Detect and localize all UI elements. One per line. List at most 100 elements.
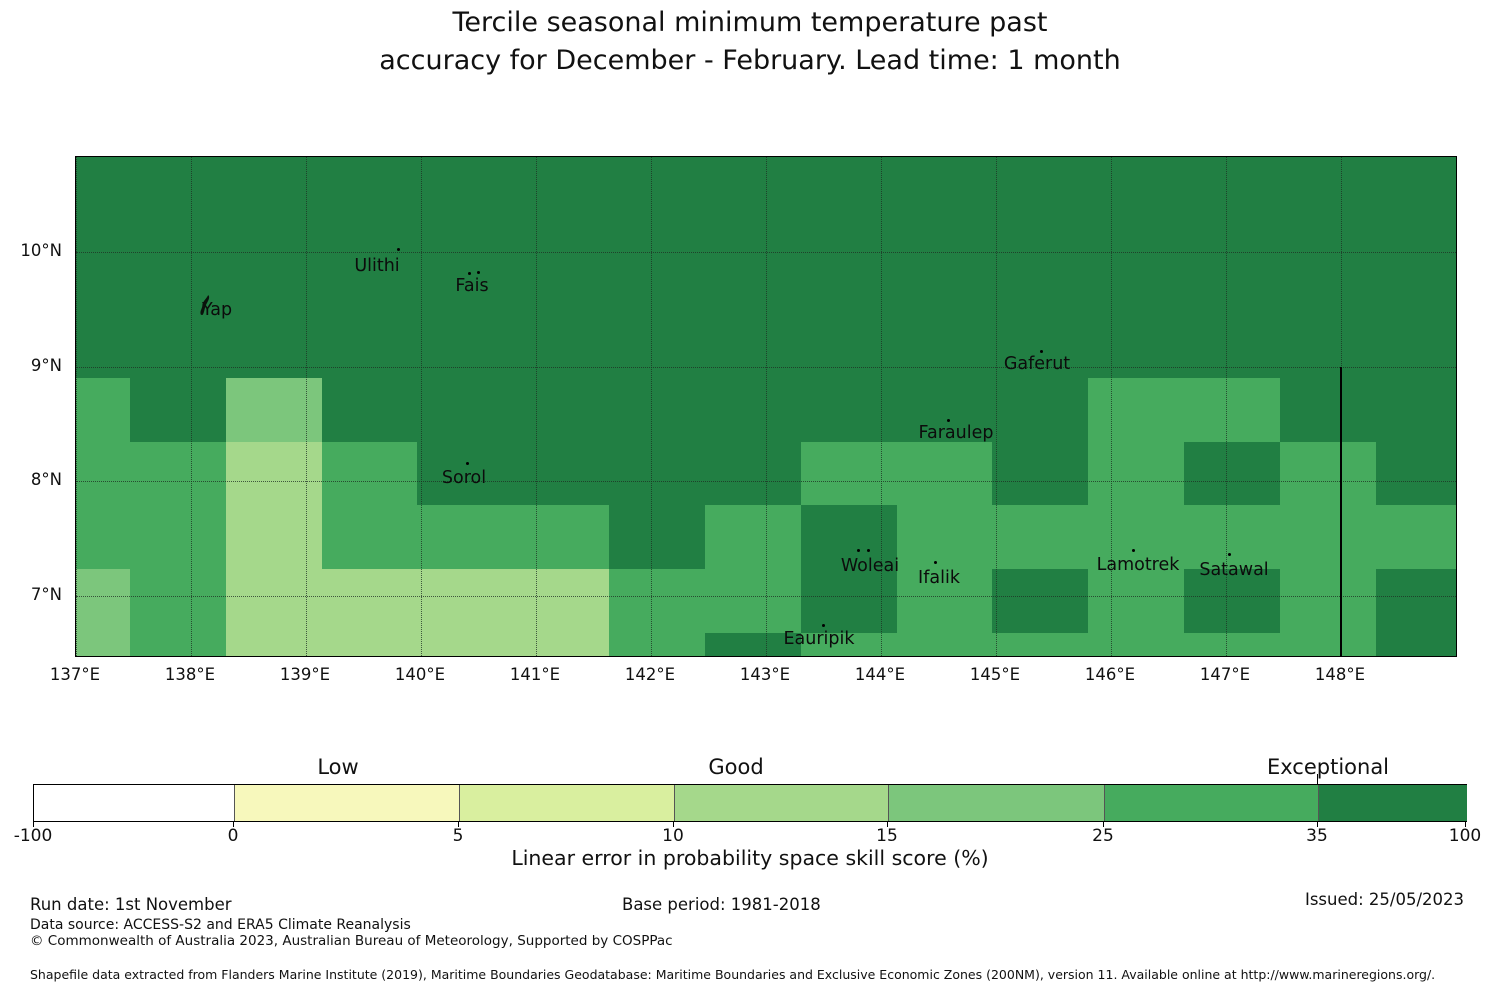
colorbar-tick-label: 100 [1448,826,1482,846]
place-label-lamotrek: Lamotrek [1096,555,1180,575]
grid-cell [513,378,609,442]
grid-cell [992,314,1089,379]
grid-cell [704,632,801,656]
x-tick-label: 141°E [509,665,561,684]
colorbar-tick-label: 15 [876,826,898,846]
y-tick-label: 7°N [30,584,62,604]
grid-cell [992,187,1089,251]
grid-cell [609,157,705,188]
grid-cell [513,157,609,188]
atoll-marker [468,272,471,275]
grid-cell [1088,157,1184,188]
grid-cell [609,569,705,633]
colorbar-tick-mark [33,822,34,827]
grid-cell [513,569,609,633]
grid-cell [1184,314,1280,379]
grid-cell [321,314,418,379]
grid-cell [1088,314,1184,379]
colorbar-segment [1318,785,1467,821]
chart-title-line1: Tercile seasonal minimum temperature pas… [452,7,1048,38]
grid-cell [417,314,514,379]
colorbar-tick-mark [673,822,674,827]
footer-shapefile-note: Shapefile data extracted from Flanders M… [30,967,1436,982]
colorbar-tick-mark [233,822,234,827]
grid-cell [1088,378,1184,442]
grid-cell [1184,441,1280,506]
grid-cell [800,157,897,188]
grid-cell [225,314,322,379]
grid-cell [417,505,514,570]
grid-cell [225,632,322,656]
grid-cell [1088,569,1184,633]
grid-cell [513,187,609,251]
colorbar-segment [674,785,889,821]
colorbar-tick-mark [1317,822,1318,827]
grid-cell [129,569,226,633]
grid-cell [513,632,609,656]
x-tick-label: 147°E [1199,665,1251,684]
grid-cell [321,441,418,506]
grid-cell [704,441,801,506]
atoll-marker [1228,553,1231,556]
graticule-meridian [881,157,882,656]
grid-cell [225,441,322,506]
grid-cell [76,157,130,188]
grid-cell [609,441,705,506]
colorbar-tick-label: 0 [227,826,239,846]
grid-cell [513,441,609,506]
grid-cell [1088,187,1184,251]
y-tick-label: 8°N [30,470,62,489]
grid-cell [800,632,897,656]
grid-cell [609,632,705,656]
x-tick-label: 140°E [394,665,446,684]
y-tick-label: 10°N [20,241,62,260]
grid-cell [129,250,226,315]
grid-cell [1184,378,1280,442]
grid-cell [1184,187,1280,251]
chart-title-line2: accuracy for December - February. Lead t… [379,45,1121,76]
grid-cell [896,569,993,633]
grid-cell [76,505,130,570]
atoll-marker [947,419,950,422]
grid-cell [129,314,226,379]
x-tick-label: 148°E [1314,665,1366,684]
grid-cell [896,157,993,188]
grid-cell [129,378,226,442]
x-tick-label: 142°E [624,665,676,684]
grid-cell [76,441,130,506]
grid-cell [129,632,226,656]
colorbar-quality-label-exceptional: Exceptional [1266,755,1390,779]
grid-cell [225,569,322,633]
grid-cell [896,632,993,656]
grid-cell [321,505,418,570]
exceptional-connector-line [1317,774,1318,785]
grid-cell [896,187,993,251]
x-tick-label: 146°E [1084,665,1136,684]
atoll-marker [934,561,937,564]
graticule-meridian [1111,157,1112,656]
grid-cell [992,569,1089,633]
x-tick-label: 143°E [739,665,791,684]
graticule-parallel [76,595,1456,597]
atoll-marker [397,248,400,251]
grid-cell [704,314,801,379]
grid-cell [417,441,514,506]
place-label-sorol: Sorol [441,468,487,488]
footer-run-date: Run date: 1st November [30,895,232,914]
grid-cell [129,187,226,251]
grid-cell [1375,569,1456,633]
grid-cell [417,157,514,188]
colorbar-segment [34,785,234,821]
grid-cell [896,441,993,506]
eez-boundary-line [1340,366,1342,656]
grid-cell [800,378,897,442]
grid-cell [321,378,418,442]
island-outline-icon [200,295,210,315]
grid-cell [321,632,418,656]
graticule-meridian [76,157,77,656]
grid-cell [1375,157,1456,188]
grid-cell [1088,441,1184,506]
grid-cell [800,569,897,633]
x-tick-label: 139°E [279,665,331,684]
